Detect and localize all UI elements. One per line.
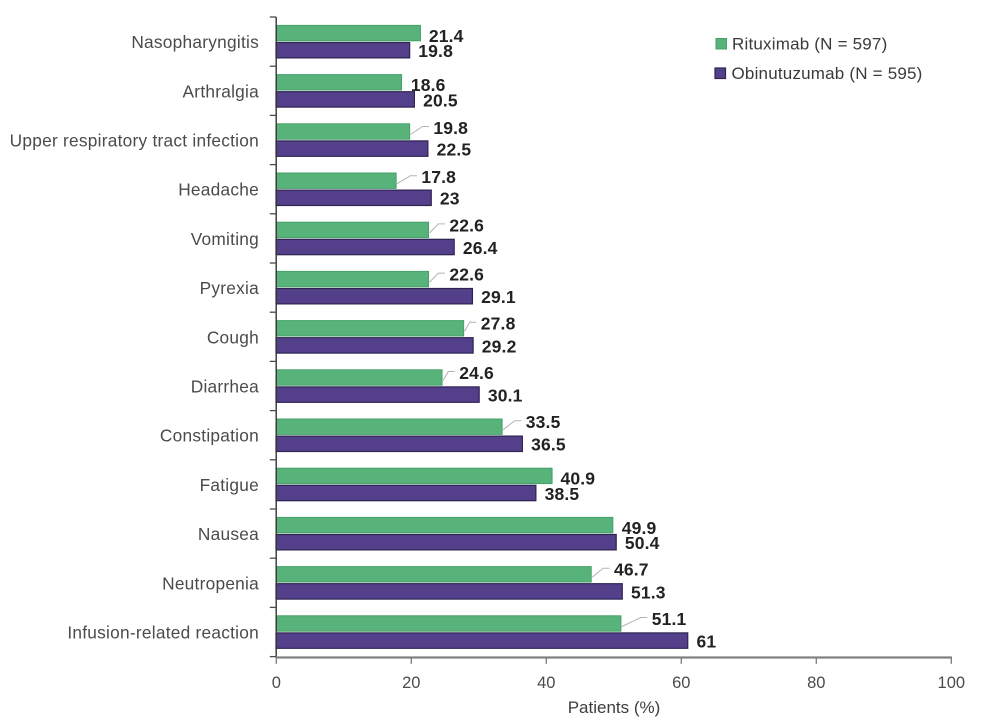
svg-text:40: 40 bbox=[537, 674, 555, 692]
svg-text:20.5: 20.5 bbox=[423, 90, 458, 110]
svg-text:18.6: 18.6 bbox=[411, 75, 446, 95]
svg-text:24.6: 24.6 bbox=[459, 363, 494, 383]
svg-text:Headache: Headache bbox=[178, 180, 259, 200]
svg-text:19.8: 19.8 bbox=[418, 41, 453, 61]
svg-text:Neutropenia: Neutropenia bbox=[162, 573, 259, 593]
svg-text:Nasopharyngitis: Nasopharyngitis bbox=[131, 32, 259, 52]
svg-text:17.8: 17.8 bbox=[421, 167, 456, 187]
svg-text:Obinutuzumab (N = 595): Obinutuzumab (N = 595) bbox=[732, 64, 923, 83]
svg-text:0: 0 bbox=[272, 674, 281, 692]
svg-text:61: 61 bbox=[697, 632, 717, 652]
svg-text:30.1: 30.1 bbox=[488, 386, 523, 406]
svg-text:22.5: 22.5 bbox=[437, 140, 472, 160]
svg-text:27.8: 27.8 bbox=[481, 314, 516, 334]
svg-text:19.8: 19.8 bbox=[433, 118, 468, 138]
svg-text:Vomiting: Vomiting bbox=[191, 229, 259, 249]
svg-text:51.3: 51.3 bbox=[631, 582, 666, 602]
svg-text:29.2: 29.2 bbox=[482, 336, 517, 356]
svg-text:Diarrhea: Diarrhea bbox=[191, 377, 259, 397]
svg-text:Nausea: Nausea bbox=[198, 524, 259, 544]
svg-text:Cough: Cough bbox=[207, 327, 259, 347]
svg-text:36.5: 36.5 bbox=[531, 435, 566, 455]
svg-text:33.5: 33.5 bbox=[526, 412, 561, 432]
svg-text:80: 80 bbox=[807, 674, 825, 692]
svg-text:Constipation: Constipation bbox=[160, 426, 259, 446]
svg-text:100: 100 bbox=[938, 674, 966, 692]
svg-text:26.4: 26.4 bbox=[463, 238, 498, 258]
svg-text:22.6: 22.6 bbox=[449, 265, 484, 285]
svg-text:21.4: 21.4 bbox=[429, 26, 464, 46]
svg-text:Upper respiratory tract infect: Upper respiratory tract infection bbox=[10, 131, 259, 151]
svg-text:51.1: 51.1 bbox=[652, 609, 687, 629]
svg-text:Infusion-related reaction: Infusion-related reaction bbox=[67, 623, 259, 643]
svg-text:46.7: 46.7 bbox=[614, 560, 649, 580]
svg-text:29.1: 29.1 bbox=[481, 287, 516, 307]
svg-text:20: 20 bbox=[402, 674, 420, 692]
svg-text:38.5: 38.5 bbox=[545, 484, 580, 504]
svg-text:50.4: 50.4 bbox=[625, 533, 660, 553]
svg-text:Pyrexia: Pyrexia bbox=[200, 278, 260, 298]
svg-text:Rituximab (N = 597): Rituximab (N = 597) bbox=[732, 35, 887, 54]
svg-text:Patients (%): Patients (%) bbox=[568, 698, 661, 717]
svg-text:23: 23 bbox=[440, 189, 460, 209]
svg-text:Fatigue: Fatigue bbox=[200, 475, 259, 495]
svg-text:Arthralgia: Arthralgia bbox=[183, 81, 260, 101]
svg-text:49.9: 49.9 bbox=[622, 518, 657, 538]
svg-text:40.9: 40.9 bbox=[561, 469, 596, 489]
svg-text:60: 60 bbox=[672, 674, 690, 692]
svg-text:22.6: 22.6 bbox=[449, 215, 484, 235]
